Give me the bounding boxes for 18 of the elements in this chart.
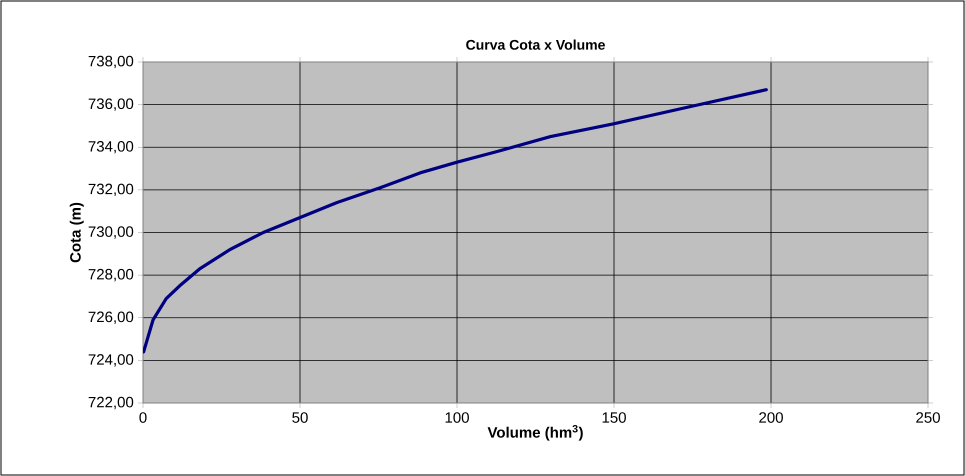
y-tick-label: 736,00: [88, 98, 134, 111]
x-tick-label: 200: [759, 412, 783, 423]
x-tick-label: 50: [292, 412, 308, 423]
x-tick-label: 0: [139, 412, 147, 423]
chart-title: Curva Cota x Volume: [466, 40, 605, 50]
y-tick-label: 726,00: [88, 312, 134, 324]
x-tick-label: 150: [602, 412, 626, 423]
x-tick-label: 100: [446, 412, 469, 423]
y-tick-label: 734,00: [88, 141, 134, 154]
y-tick-label: 724,00: [88, 354, 134, 367]
x-tick-label: 250: [916, 412, 940, 423]
y-tick-label: 738,00: [88, 56, 134, 68]
y-tick-label: 732,00: [88, 184, 134, 196]
y-tick-label: 722,00: [88, 396, 134, 410]
x-axis-title: Volume (hm$^{3}$): [488, 425, 583, 441]
y-tick-label: 728,00: [88, 268, 134, 282]
y-tick-label: 730,00: [88, 226, 134, 239]
y-axis-title: Cota (m): [70, 202, 84, 262]
